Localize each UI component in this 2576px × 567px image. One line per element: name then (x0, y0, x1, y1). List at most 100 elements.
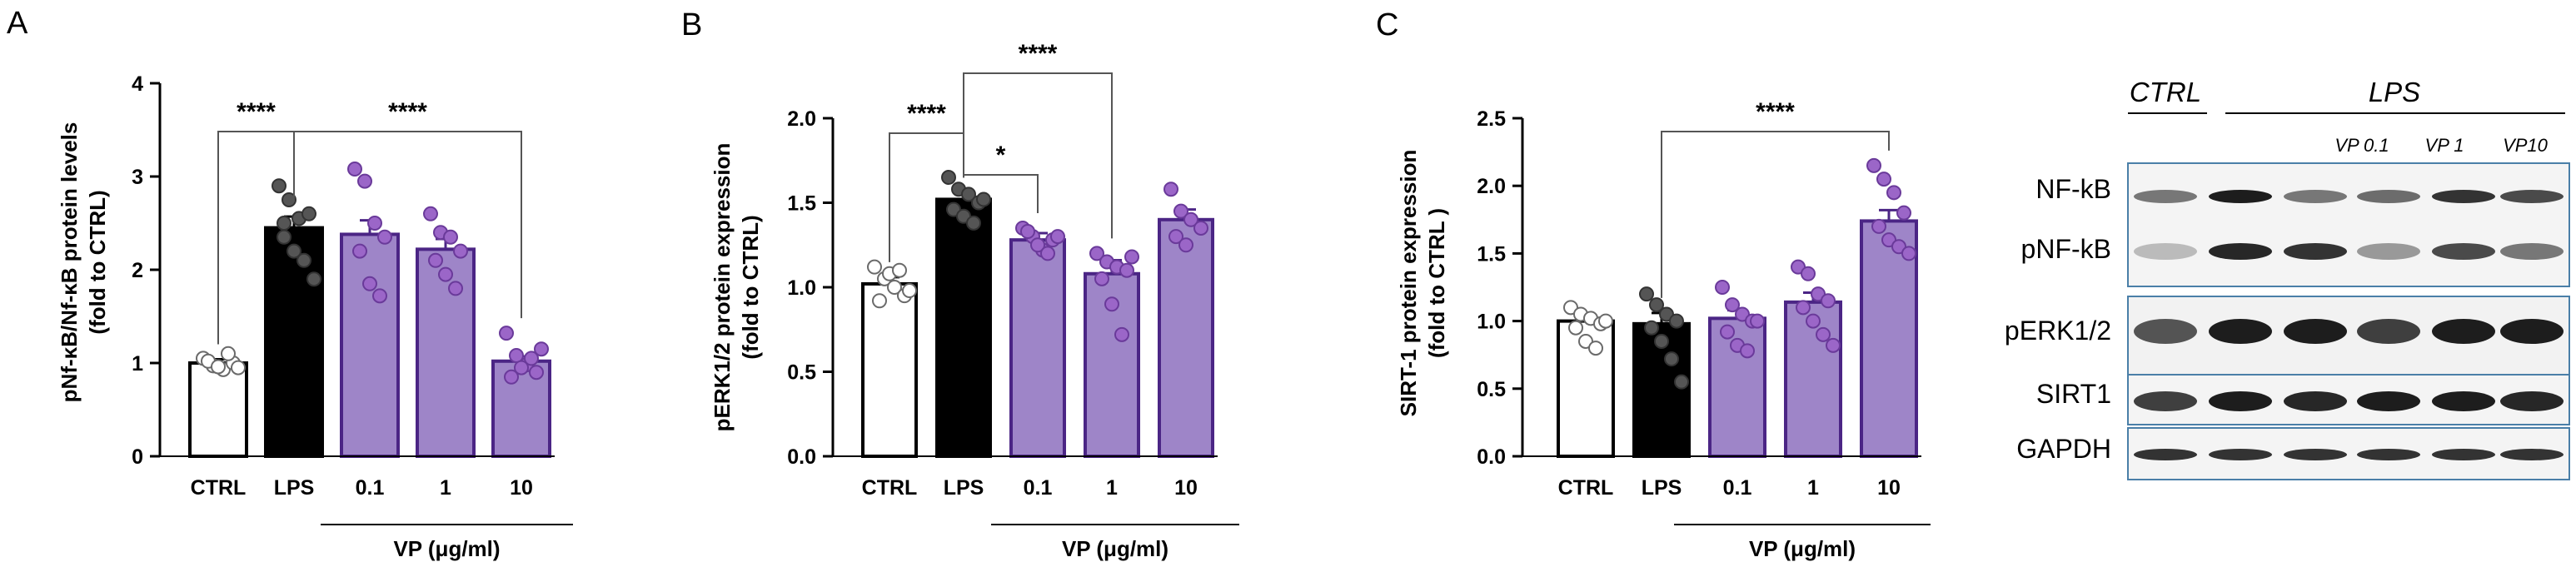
data-point (504, 369, 519, 385)
blot-row-label-sirt1: SIRT1 (2036, 379, 2111, 409)
data-point (1886, 185, 1901, 201)
data-point (1173, 203, 1188, 219)
blot-band (2500, 449, 2564, 460)
data-point (286, 243, 301, 259)
data-point (306, 271, 321, 287)
data-point (1674, 374, 1689, 390)
significance-label: **** (237, 98, 276, 126)
data-point (1089, 246, 1104, 261)
x-tick-label: 0.1 (1024, 476, 1053, 500)
data-point (1104, 296, 1119, 312)
blot-band (2357, 243, 2420, 260)
data-point (1183, 211, 1198, 227)
bar-10 (1158, 217, 1214, 458)
x-tick-label: 1 (1807, 476, 1819, 500)
data-point (1124, 249, 1139, 265)
data-point (347, 162, 362, 177)
data-point (514, 360, 529, 376)
significance-label: **** (1019, 40, 1058, 67)
data-point (221, 346, 236, 361)
y-tick-label: 2.0 (1477, 175, 1506, 198)
significance-label: * (996, 142, 1006, 169)
chart-c-ylabel: SIRT-1 protein expression (1396, 150, 1421, 417)
blot-band (2357, 391, 2420, 411)
blot-band (2357, 449, 2420, 460)
blot-band (2357, 190, 2420, 203)
bar-CTRL (861, 281, 918, 458)
significance-label: **** (388, 98, 427, 126)
data-point (1826, 337, 1841, 353)
chart-b: pERK1/2 protein expression (fold to CTRL… (710, 40, 1239, 561)
x-tick-label: CTRL (191, 476, 247, 500)
bar-0.1 (1009, 238, 1066, 458)
data-point (372, 288, 387, 304)
blot-band (2432, 190, 2495, 203)
blot-band (2500, 243, 2564, 260)
data-point (1568, 320, 1583, 336)
blot-frame-gapdh (2127, 427, 2570, 480)
significance-bracket (963, 72, 1113, 239)
data-point (1649, 297, 1664, 313)
blot-row-label-gapdh: GAPDH (2016, 434, 2111, 464)
chart-b-ylabel-units: (fold to CTRL) (738, 215, 763, 359)
data-point (941, 170, 956, 186)
x-tick-label: 10 (1174, 476, 1198, 500)
bar-LPS (264, 226, 324, 458)
data-point (301, 206, 316, 221)
y-tick-label: 0.0 (1477, 445, 1506, 469)
data-point (1740, 343, 1755, 359)
panel-label-b: B (681, 7, 702, 42)
data-point (1801, 266, 1816, 281)
data-point (529, 365, 544, 380)
panel-label-a: A (7, 6, 28, 41)
data-point (1178, 237, 1193, 253)
blot-band (2284, 449, 2347, 460)
data-point (1114, 326, 1129, 342)
y-tick-label: 2 (132, 259, 143, 282)
blot-band (2134, 319, 2197, 344)
significance-label: **** (907, 100, 946, 127)
blot-band (2284, 391, 2347, 411)
x-tick-label: LPS (1642, 476, 1682, 500)
data-point (1588, 341, 1603, 356)
data-point (438, 266, 453, 282)
blot-band (2284, 243, 2347, 260)
blot-band (2209, 449, 2272, 460)
blot-band (2357, 319, 2420, 344)
y-tick-label: 1 (132, 352, 143, 376)
blot-row-label-nfkb: NF-kB (2035, 174, 2111, 204)
data-point (1040, 246, 1055, 261)
data-point (448, 281, 463, 296)
data-point (961, 187, 976, 202)
y-tick-label: 1.5 (1477, 242, 1506, 266)
data-point (1816, 326, 1831, 342)
blot-band (2432, 319, 2495, 344)
data-point (1720, 324, 1735, 340)
data-point (966, 215, 981, 231)
data-point (1669, 313, 1684, 329)
data-point (1866, 157, 1881, 173)
data-point (499, 326, 514, 341)
data-point (1901, 246, 1916, 261)
y-tick-label: 1.0 (787, 276, 816, 300)
data-point (1639, 286, 1654, 302)
blot-band (2209, 391, 2272, 411)
data-point (1644, 320, 1659, 336)
blot-band (2209, 243, 2272, 260)
chart-b-ylabel: pERK1/2 protein expression (710, 143, 735, 432)
significance-bracket (293, 131, 522, 319)
y-tick-label: 4 (132, 72, 143, 96)
data-point (352, 243, 367, 259)
blot-band (2284, 190, 2347, 203)
blot-subheader-vp10: VP10 (2503, 135, 2549, 156)
x-tick-label: LPS (944, 476, 984, 500)
bar-1 (416, 247, 476, 458)
blot-band (2500, 391, 2564, 411)
blot-band (2209, 190, 2272, 203)
blot-frame-sirt1 (2127, 374, 2570, 425)
data-point (1715, 280, 1730, 295)
blot-row-label-perk: pERK1/2 (2005, 316, 2111, 346)
x-tick-label: 10 (1877, 476, 1901, 500)
y-tick-label: 2.0 (787, 107, 816, 131)
